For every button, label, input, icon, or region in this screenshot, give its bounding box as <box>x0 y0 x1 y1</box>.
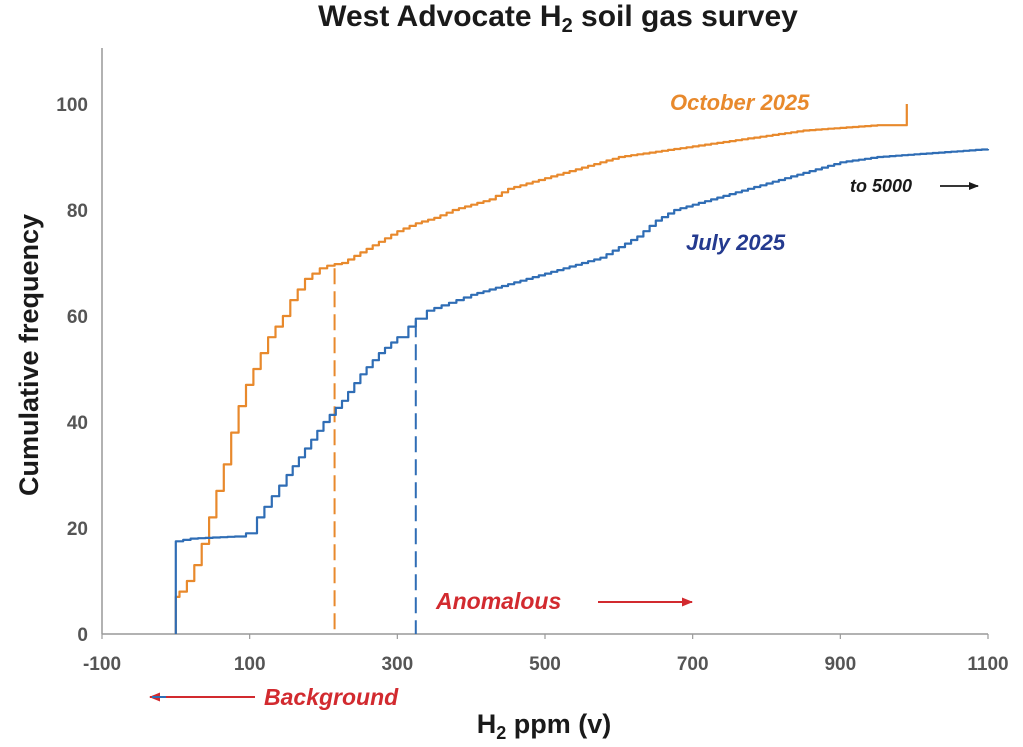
x-axis-title-subscript: 2 <box>496 723 506 742</box>
y-tick-label: 60 <box>67 307 88 328</box>
series-label-july: July 2025 <box>686 230 786 255</box>
x-tick-label: 1100 <box>967 654 1008 675</box>
x-tick-label: 300 <box>381 654 413 675</box>
background-label: Background <box>264 684 399 710</box>
x-tick-label: -100 <box>83 654 121 675</box>
axes: -100 100 300 500 700 900 1100 0 20 40 60 80 100 <box>56 48 1009 675</box>
x-tick-label: 700 <box>677 654 709 675</box>
to-5000-label: to 5000 <box>850 176 912 196</box>
x-tick-label: 900 <box>824 654 856 675</box>
x-axis-title-text-a: H <box>477 709 497 739</box>
chart-title: West Advocate H2 soil gas survey <box>318 0 798 37</box>
x-tick-label: 500 <box>529 654 561 675</box>
y-axis-title: Cumulative frequency <box>14 214 44 496</box>
y-tick-label: 20 <box>67 519 88 540</box>
y-tick-label: 0 <box>77 625 88 646</box>
chart-title-subscript: 2 <box>562 15 573 37</box>
series-line-july-2025 <box>174 148 990 634</box>
annotations: October 2025 July 2025 to 5000 Anomalous… <box>149 90 979 710</box>
chart-title-text-a: West Advocate H <box>318 0 561 33</box>
y-tick-label: 40 <box>67 413 88 434</box>
chart-title-text-b: soil gas survey <box>573 0 798 33</box>
series-label-october: October 2025 <box>670 90 810 115</box>
threshold-lines <box>333 268 417 634</box>
series-line-october-2025 <box>174 104 908 634</box>
x-axis-title-text-b: ppm (v) <box>506 709 611 739</box>
series-lines <box>174 104 990 634</box>
x-axis-title: H2 ppm (v) <box>477 709 612 742</box>
anomalous-label: Anomalous <box>435 588 561 614</box>
x-tick-label: 100 <box>234 654 266 675</box>
y-tick-label: 100 <box>56 95 88 116</box>
y-tick-label: 80 <box>67 201 88 222</box>
